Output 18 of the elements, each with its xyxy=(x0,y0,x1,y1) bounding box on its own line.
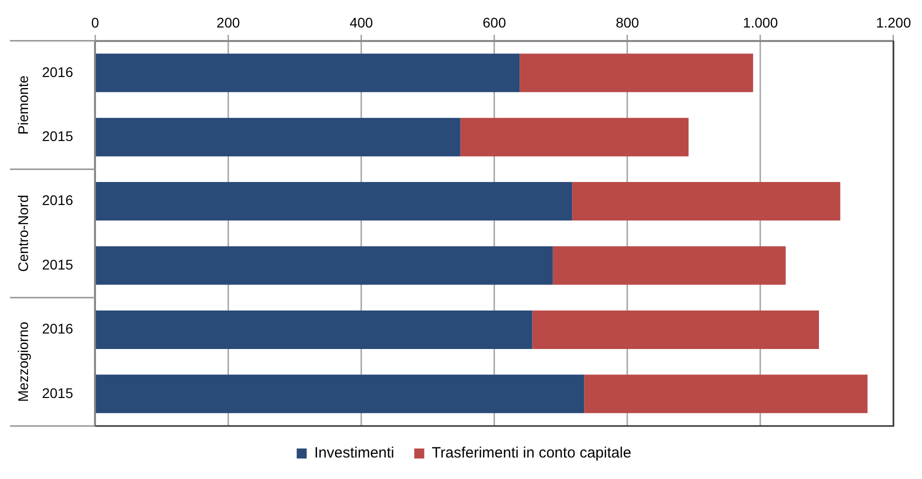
x-tick-label: 1.200 xyxy=(876,14,912,30)
y-tick-label: 2016 xyxy=(42,192,74,208)
y-tick-label: 2016 xyxy=(42,64,74,80)
y-tick-label: 2015 xyxy=(42,384,74,401)
legend-label: Trasferimenti in conto capitale xyxy=(432,444,632,462)
y-tick-label: 2015 xyxy=(42,128,74,144)
x-tick-label: 0 xyxy=(91,14,100,30)
x-tick-label: 200 xyxy=(216,14,240,30)
x-tick-label: 800 xyxy=(616,14,640,30)
text: Mezzogiorno xyxy=(14,322,31,402)
y-tick-label: 2016 xyxy=(42,320,74,337)
y-tick-label: 2015 xyxy=(42,256,74,272)
x-tick-label: 400 xyxy=(350,14,374,30)
x-tick-label: 1.000 xyxy=(742,14,778,30)
text: Centro-Nord xyxy=(14,194,31,272)
text: Piemonte xyxy=(14,75,31,135)
x-tick-label: 600 xyxy=(482,14,506,30)
legend-label: Investimenti xyxy=(314,444,394,462)
